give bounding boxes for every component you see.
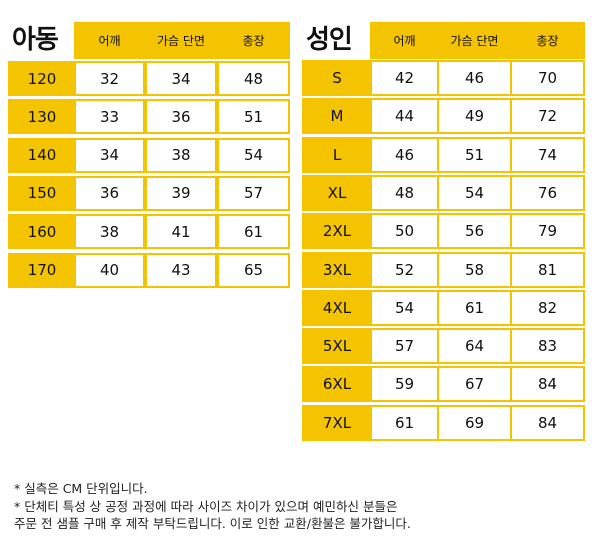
measurement-cell: 54 [370, 289, 439, 326]
measurement-cell: 32 [74, 61, 145, 96]
measurement-cell: 46 [370, 136, 439, 173]
measurement-cell: 40 [74, 252, 145, 288]
measurement-cell: 43 [145, 252, 217, 288]
measurement-cell: 57 [370, 328, 439, 365]
measurement-cell: 70 [510, 60, 585, 96]
column-header: 어깨 [74, 22, 145, 59]
measurement-cell: 33 [74, 99, 145, 135]
measurement-cell: 84 [510, 404, 585, 441]
column-header: 어깨 [370, 22, 439, 59]
size-label: 7XL [302, 404, 372, 441]
measurement-cell: 51 [217, 99, 290, 135]
measurement-cell: 38 [74, 214, 145, 250]
measurement-cell: 54 [217, 137, 290, 173]
size-label: L [302, 136, 372, 173]
measurement-cell: 52 [370, 251, 439, 288]
measurement-cell: 72 [510, 98, 585, 135]
size-label: 5XL [302, 328, 372, 365]
size-label: 4XL [302, 289, 372, 326]
measurement-cell: 84 [510, 366, 585, 403]
column-header: 가슴 단면 [437, 22, 512, 59]
size-label: 2XL [302, 213, 372, 250]
measurement-cell: 65 [217, 252, 290, 288]
measurement-cell: 61 [217, 214, 290, 250]
measurement-cell: 39 [145, 175, 217, 211]
note-line: 주문 전 샘플 구매 후 제작 부탁드립니다. 이로 인한 교환/환불은 불가합… [14, 516, 411, 531]
measurement-cell: 38 [145, 137, 217, 173]
size-label: 3XL [302, 251, 372, 288]
measurement-cell: 76 [510, 174, 585, 211]
size-label: 6XL [302, 366, 372, 403]
measurement-cell: 46 [437, 60, 512, 96]
measurement-cell: 34 [145, 61, 217, 96]
measurement-cell: 51 [437, 136, 512, 173]
kids-table-title: 아동 [12, 25, 59, 55]
measurement-cell: 83 [510, 328, 585, 365]
measurement-cell: 56 [437, 213, 512, 250]
measurement-cell: 50 [370, 213, 439, 250]
note-line: * 실측은 CM 단위입니다. [14, 481, 148, 496]
size-label: 150 [8, 175, 76, 211]
size-label: 160 [8, 214, 76, 250]
measurement-cell: 48 [217, 61, 290, 96]
size-label: 120 [8, 61, 76, 96]
measurement-cell: 36 [145, 99, 217, 135]
measurement-cell: 74 [510, 136, 585, 173]
adult-table-title: 성인 [306, 25, 353, 55]
column-header: 총장 [510, 22, 585, 59]
measurement-cell: 61 [437, 289, 512, 326]
size-notes: * 실측은 CM 단위입니다. * 단체티 특성 상 공정 과정에 따라 사이즈… [14, 480, 411, 533]
measurement-cell: 64 [437, 328, 512, 365]
size-label: S [302, 60, 372, 96]
size-label: 140 [8, 137, 76, 173]
measurement-cell: 34 [74, 137, 145, 173]
note-line: * 단체티 특성 상 공정 과정에 따라 사이즈 차이가 있으며 예민하신 분들… [14, 498, 398, 514]
measurement-cell: 42 [370, 60, 439, 96]
size-label: 170 [8, 252, 76, 288]
size-label: XL [302, 174, 372, 211]
size-label: M [302, 98, 372, 135]
column-header: 총장 [217, 22, 290, 59]
measurement-cell: 67 [437, 366, 512, 403]
measurement-cell: 82 [510, 289, 585, 326]
measurement-cell: 57 [217, 175, 290, 211]
measurement-cell: 41 [145, 214, 217, 250]
measurement-cell: 61 [370, 404, 439, 441]
measurement-cell: 59 [370, 366, 439, 403]
measurement-cell: 81 [510, 251, 585, 288]
size-label: 130 [8, 99, 76, 135]
measurement-cell: 54 [437, 174, 512, 211]
measurement-cell: 36 [74, 175, 145, 211]
measurement-cell: 48 [370, 174, 439, 211]
measurement-cell: 58 [437, 251, 512, 288]
column-header: 가슴 단면 [145, 22, 217, 59]
measurement-cell: 79 [510, 213, 585, 250]
measurement-cell: 49 [437, 98, 512, 135]
measurement-cell: 69 [437, 404, 512, 441]
measurement-cell: 44 [370, 98, 439, 135]
